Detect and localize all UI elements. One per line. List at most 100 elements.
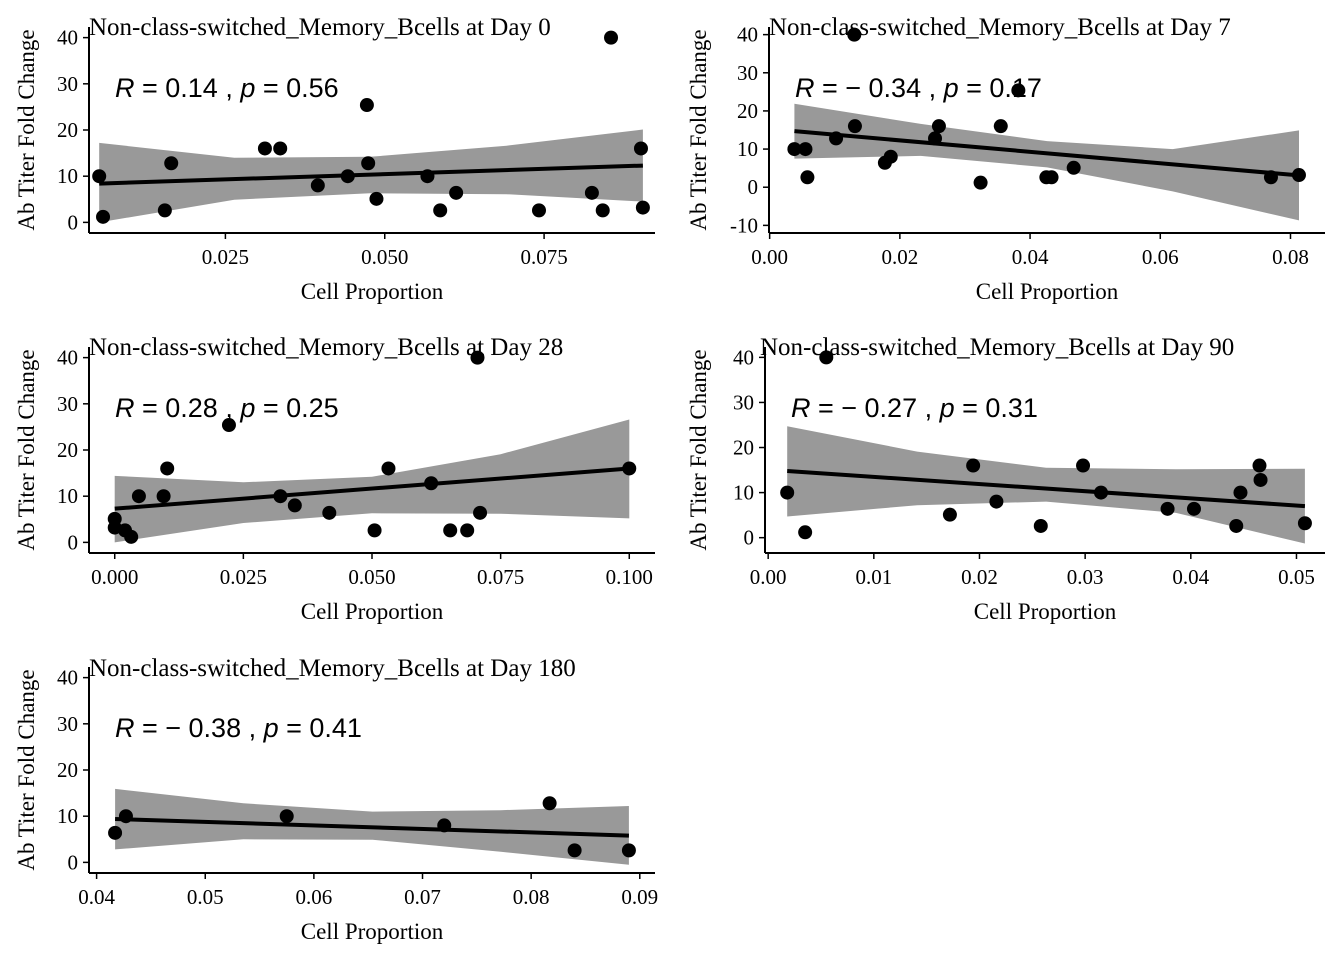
x-tick-label: 0.000 xyxy=(91,565,138,589)
data-point xyxy=(1263,170,1278,185)
y-tick-label: 30 xyxy=(57,72,78,96)
correlation-stat: R = 0.28 , p = 0.25 xyxy=(115,393,339,423)
chart-panel-3: 0.000 0.025 0.050 0.075 0.100 0 10 20 30 40 Non-cl… xyxy=(14,334,655,624)
correlation-stat: R = − 0.38 , p = 0.41 xyxy=(115,713,362,743)
data-point xyxy=(369,191,384,206)
data-point xyxy=(1229,518,1244,533)
y-tick-label: 10 xyxy=(733,481,754,505)
data-point xyxy=(798,525,813,540)
data-point xyxy=(273,141,288,156)
correlation-stat-part: p xyxy=(239,73,255,103)
data-point xyxy=(928,131,943,146)
x-tick-label: 0.075 xyxy=(520,245,567,269)
data-point xyxy=(1076,458,1091,473)
correlation-stat-part: R xyxy=(791,393,811,423)
correlation-stat-part: = 0.14 , xyxy=(135,73,241,103)
chart-panel-2: 0.00 0.02 0.04 0.06 0.08 -10 0 10 20 30 40 Non-clas… xyxy=(686,14,1325,304)
data-point xyxy=(1044,170,1059,185)
x-tick-label: 0.025 xyxy=(220,565,267,589)
y-tick-label: 10 xyxy=(57,804,78,828)
y-tick-label: 20 xyxy=(57,758,78,782)
data-point xyxy=(847,119,862,134)
x-tick-label: 0.08 xyxy=(513,885,550,909)
x-tick-label: 0.100 xyxy=(606,565,653,589)
data-point xyxy=(1011,83,1026,98)
regression-line xyxy=(115,816,629,838)
correlation-stat-part: p xyxy=(263,713,279,743)
correlation-stat-part: = 0.41 xyxy=(279,713,362,743)
data-point xyxy=(433,203,448,218)
regression-line xyxy=(794,129,1300,178)
y-tick-label: 0 xyxy=(744,526,755,550)
data-point xyxy=(1291,168,1306,183)
data-point xyxy=(322,505,337,520)
y-axis-title: Ab Titer Fold Change xyxy=(14,349,39,550)
data-point xyxy=(542,796,557,811)
x-tick-label: 0.04 xyxy=(1172,565,1209,589)
data-point xyxy=(1094,485,1108,500)
correlation-stat-part: R xyxy=(115,713,135,743)
correlation-stat-part: R xyxy=(795,73,815,103)
correlation-stat-part: = 0.31 xyxy=(955,393,1038,423)
correlation-stat: R = − 0.27 , p = 0.31 xyxy=(791,393,1038,423)
data-point xyxy=(1186,501,1201,516)
regression-line xyxy=(114,466,630,511)
data-point xyxy=(359,98,374,113)
data-point xyxy=(633,141,648,156)
data-point xyxy=(287,498,302,513)
x-tick-label: 0.02 xyxy=(961,565,998,589)
data-point xyxy=(131,489,146,504)
data-point xyxy=(800,170,815,185)
y-axis-title: Ab Titer Fold Change xyxy=(14,669,39,870)
data-point xyxy=(787,142,802,157)
correlation-stat-part: = − 0.38 , xyxy=(135,713,264,743)
x-tick-label: 0.01 xyxy=(855,565,892,589)
y-tick-label: 0 xyxy=(748,175,759,199)
regression-line xyxy=(787,468,1306,509)
y-tick-label: 30 xyxy=(57,392,78,416)
y-axis-title: Ab Titer Fold Change xyxy=(686,29,711,230)
data-point xyxy=(1252,458,1267,473)
data-point xyxy=(92,169,107,184)
y-tick-label: 10 xyxy=(57,164,78,188)
y-tick-label: 10 xyxy=(57,484,78,508)
x-axis-title: Cell Proportion xyxy=(301,279,444,304)
data-point xyxy=(470,350,485,365)
data-point xyxy=(124,529,139,544)
x-tick-label: 0.08 xyxy=(1272,245,1309,269)
data-point xyxy=(257,141,272,156)
data-point xyxy=(1033,518,1048,533)
data-point xyxy=(847,27,862,42)
data-point xyxy=(798,142,813,157)
data-point xyxy=(1253,472,1268,487)
data-point xyxy=(635,200,650,215)
chart-panel-4: 0.00 0.01 0.02 0.03 0.04 0.05 0 10 20 30 40 Non-cla… xyxy=(686,334,1325,624)
data-point xyxy=(473,505,488,520)
correlation-stat-part: R xyxy=(115,393,135,423)
data-point xyxy=(942,507,957,522)
correlation-stat-part: p xyxy=(939,393,955,423)
y-tick-label: 40 xyxy=(57,346,78,370)
data-point xyxy=(310,178,325,193)
x-tick-label: 0.06 xyxy=(296,885,333,909)
panel-title: Non-class-switched_Memory_Bcells at Day … xyxy=(89,655,576,682)
data-point xyxy=(883,149,898,164)
correlation-stat-part: = 0.25 xyxy=(255,393,338,423)
correlation-stat: R = − 0.34 , p = 0.17 xyxy=(795,73,1042,103)
correlation-stat-part: R xyxy=(115,73,135,103)
data-point xyxy=(621,843,636,858)
correlation-stat-part: p xyxy=(239,393,255,423)
data-point xyxy=(156,489,171,504)
chart-panel-5: 0.04 0.05 0.06 0.07 0.08 0.09 0 10 20 30 40 Non-cla… xyxy=(14,655,658,944)
y-tick-label: -10 xyxy=(730,213,758,237)
data-point xyxy=(118,809,133,824)
data-point xyxy=(1297,516,1312,531)
x-tick-label: 0.04 xyxy=(1012,245,1049,269)
x-tick-label: 0.05 xyxy=(1278,565,1315,589)
y-tick-label: 30 xyxy=(737,61,758,85)
data-point xyxy=(989,494,1004,509)
confidence-band xyxy=(114,419,630,543)
x-tick-label: 0.09 xyxy=(621,885,658,909)
x-tick-label: 0.00 xyxy=(751,245,788,269)
y-tick-label: 0 xyxy=(68,850,79,874)
